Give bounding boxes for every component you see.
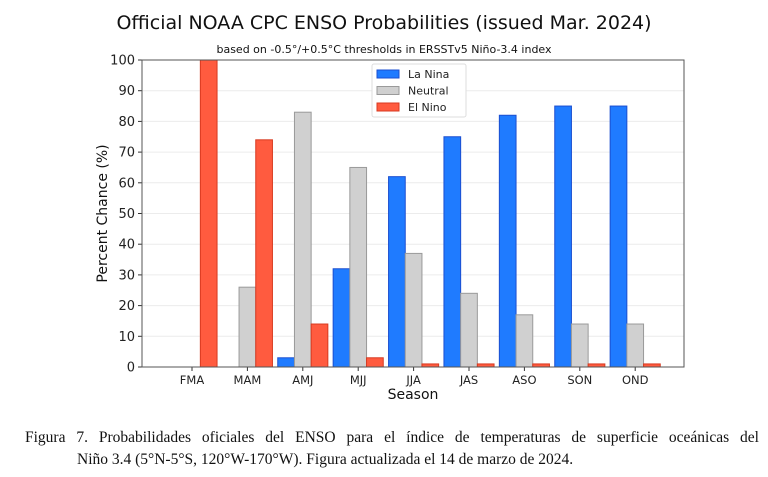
bar-neutral: [349, 166, 368, 368]
y-tick-label: 30: [118, 268, 135, 283]
y-tick-label: 0: [127, 361, 135, 376]
bar-neutral: [293, 111, 312, 368]
y-tick-label: 90: [118, 84, 135, 99]
bar-el-nino: [310, 323, 329, 368]
legend-label: La Nina: [408, 68, 449, 81]
x-tick-label: JAS: [459, 373, 478, 387]
bar-la-nina: [332, 268, 351, 368]
legend-swatch: [376, 102, 400, 112]
y-axis-label: Percent Chance (%): [95, 144, 111, 282]
bar-neutral: [570, 323, 589, 368]
caption-line-1: Figura 7. Probabilidades oficiales del E…: [25, 429, 759, 446]
bar-el-nino: [366, 357, 384, 368]
bar-neutral: [460, 292, 478, 368]
x-tick-label: SON: [567, 373, 592, 387]
figure-caption: Figura 7. Probabilidades oficiales del E…: [25, 427, 759, 471]
bar-neutral: [404, 252, 423, 368]
bar-el-nino: [199, 59, 218, 368]
bar-neutral: [515, 314, 534, 368]
x-tick-label: MAM: [234, 373, 262, 387]
y-tick-label: 10: [118, 330, 135, 345]
bar-la-nina: [609, 105, 628, 368]
bar-la-nina: [554, 105, 572, 368]
x-tick-label: MJJ: [350, 373, 367, 387]
legend-label: El Nino: [408, 101, 447, 114]
y-tick-label: 20: [118, 299, 135, 314]
bar-neutral: [626, 323, 645, 368]
chart-subtitle: based on -0.5°/+0.5°C thresholds in ERSS…: [216, 43, 552, 56]
bar-la-nina: [443, 136, 462, 368]
legend-swatch: [376, 69, 400, 79]
plot-frame: [141, 59, 685, 368]
y-tick-label: 40: [118, 238, 135, 253]
x-tick-label: OND: [622, 373, 649, 387]
bar-el-nino: [255, 139, 273, 368]
legend-swatch: [376, 86, 400, 95]
y-tick-label: 80: [118, 115, 135, 130]
bar-neutral: [238, 286, 257, 368]
y-tick-label: 100: [110, 54, 135, 69]
x-tick-label: JJA: [405, 373, 421, 387]
y-tick-label: 50: [118, 207, 135, 222]
y-tick-label: 60: [118, 176, 135, 191]
bar-la-nina: [388, 176, 406, 368]
x-tick-label: AMJ: [292, 373, 313, 387]
bar-la-nina: [498, 114, 517, 368]
x-tick-label: ASO: [512, 373, 536, 387]
chart-title: Official NOAA CPC ENSO Probabilities (is…: [116, 12, 652, 34]
legend-label: Neutral: [408, 85, 449, 98]
x-tick-label: FMA: [180, 373, 205, 387]
y-tick-label: 70: [118, 146, 135, 161]
caption-line-2: Niño 3.4 (5°N-5°S, 120°W-170°W). Figura …: [77, 451, 574, 468]
enso-bar-chart: 0 10 20 30 40 50 60 70 80 90 100 FMA MAM AMJ MJJ JJA JAS…: [95, 54, 685, 403]
x-axis-label: Season: [388, 387, 439, 403]
bar-la-nina: [277, 357, 295, 368]
